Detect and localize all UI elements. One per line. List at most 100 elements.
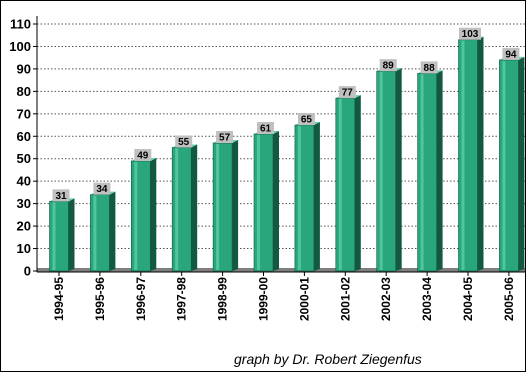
value-labels: 31 34 49 55 57 61 65 77 89 88 103 94 [52, 27, 520, 202]
bar-highlight [502, 60, 506, 270]
bar [212, 140, 239, 272]
bar-front [253, 133, 274, 272]
bar-front [90, 194, 110, 272]
bar-side [436, 70, 443, 272]
category-label: 2005-06 [502, 277, 516, 321]
value-label-box [420, 61, 438, 74]
bar-front [212, 142, 233, 272]
value-label-box [502, 47, 520, 60]
bar-side [354, 95, 361, 271]
bar [253, 131, 279, 272]
bar [90, 191, 116, 272]
gridlines [37, 23, 525, 250]
category-label: 2000-01 [297, 277, 311, 321]
value-label-box [175, 135, 193, 148]
value-label: 89 [383, 61, 395, 72]
bar [499, 56, 525, 272]
bar-front [171, 147, 192, 272]
value-label-box [379, 59, 397, 72]
category-label: 1996-97 [134, 277, 148, 321]
bar-side [477, 36, 484, 271]
y-tick-label: 110 [10, 17, 31, 32]
bar-front [294, 124, 315, 272]
bar [131, 157, 157, 272]
y-tick-label: 10 [17, 241, 31, 256]
bar-highlight [461, 40, 465, 270]
category-label: 2003-04 [420, 277, 434, 321]
bar [417, 70, 443, 272]
bar-highlight [93, 195, 97, 270]
value-label: 61 [260, 124, 272, 135]
value-label: 31 [55, 191, 67, 202]
x-axis: 1994-95 1995-96 1996-97 1997-98 1998-99 1999-… [52, 272, 516, 321]
chart-floor [37, 268, 525, 273]
y-tick-label: 100 [9, 39, 31, 54]
category-label: 1997-98 [175, 277, 189, 321]
y-tick-label: 30 [17, 196, 31, 211]
y-tick-label: 70 [17, 106, 31, 121]
bar-highlight [338, 99, 342, 270]
bar [49, 198, 75, 272]
bar-front [49, 201, 69, 272]
value-label-box [216, 131, 234, 144]
category-label: 2001-02 [338, 277, 352, 321]
bar-highlight [420, 74, 424, 271]
category-label: 1998-99 [216, 277, 230, 321]
value-label-box [338, 86, 356, 99]
value-label-box [93, 182, 111, 195]
bar-front [335, 97, 356, 272]
bar-side [232, 140, 239, 271]
bars [49, 36, 525, 272]
value-label-box [297, 113, 315, 126]
value-label-box [257, 122, 274, 135]
value-label-box [52, 189, 70, 202]
bar-side [273, 131, 279, 271]
bar [458, 36, 484, 272]
y-tick-label: 40 [17, 174, 31, 189]
bar-highlight [257, 135, 260, 270]
value-label: 65 [301, 115, 313, 126]
value-label: 34 [96, 184, 108, 195]
bar-front [417, 73, 437, 272]
bar-side [518, 56, 525, 271]
y-tick-label: 50 [17, 151, 31, 166]
value-label: 88 [424, 63, 436, 74]
y-axis: 0 10 20 30 40 50 60 70 80 90 100 110 [9, 16, 38, 279]
value-label: 57 [219, 133, 231, 144]
value-label: 77 [342, 88, 354, 99]
bar-highlight [379, 72, 383, 271]
bar-front [499, 59, 519, 272]
value-label: 55 [178, 137, 190, 148]
bar-front [458, 39, 478, 272]
bar [171, 144, 198, 272]
bar-front [376, 70, 397, 272]
category-label: 2004-05 [461, 277, 475, 321]
bar-highlight [297, 126, 301, 270]
category-label: 2002-03 [379, 277, 393, 321]
bar-side [68, 198, 75, 271]
category-label: 1999-00 [257, 277, 271, 321]
y-tick-label: 20 [17, 219, 31, 234]
value-label-box [459, 27, 481, 40]
y-tick-label: 80 [17, 84, 31, 99]
bar-side [109, 191, 116, 271]
bar-highlight [216, 144, 220, 270]
category-label: 1995-96 [93, 277, 107, 321]
bar-front [131, 160, 151, 272]
bar [294, 122, 320, 272]
value-label: 103 [462, 29, 479, 40]
y-tick-label: 0 [24, 264, 31, 279]
bar-side [313, 122, 320, 271]
bar-highlight [175, 148, 179, 270]
y-tick-label: 90 [17, 61, 31, 76]
bar-highlight [134, 161, 138, 270]
bar-side [150, 157, 157, 271]
value-label-box [134, 148, 152, 161]
y-tick-label: 60 [17, 129, 31, 144]
value-label: 49 [137, 150, 149, 161]
bar-highlight [52, 202, 56, 270]
floor-band [37, 268, 525, 272]
bar [376, 68, 402, 272]
